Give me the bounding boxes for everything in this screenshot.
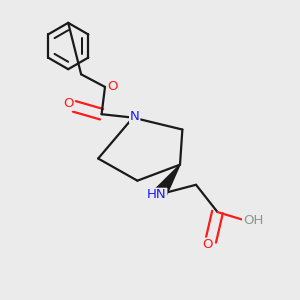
Polygon shape <box>154 165 180 198</box>
Text: N: N <box>130 110 140 123</box>
Text: O: O <box>63 97 74 110</box>
Text: O: O <box>202 238 212 251</box>
Text: HN: HN <box>147 188 167 202</box>
Text: OH: OH <box>243 214 263 227</box>
Text: O: O <box>107 80 118 93</box>
